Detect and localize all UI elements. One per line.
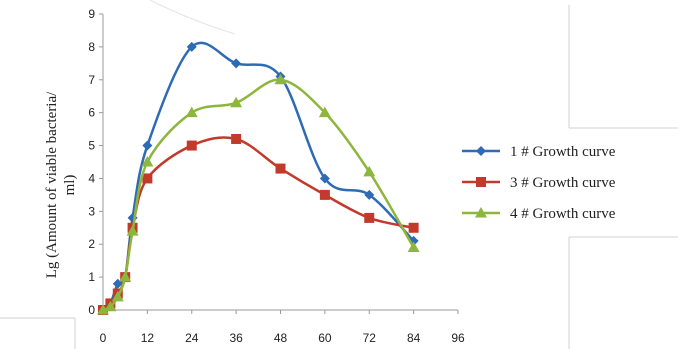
data-point: [230, 96, 243, 108]
data-point: [142, 140, 153, 151]
x-tick-label: 0: [100, 331, 107, 345]
legend-label: 4 # Growth curve: [510, 206, 616, 222]
data-point: [142, 173, 153, 184]
data-point: [141, 156, 154, 167]
y-axis-label-text: Lg (Amount of viable bacteria/ml): [44, 91, 78, 278]
y-axis-label-line: ml): [62, 175, 78, 196]
y-axis-label-line: Lg (Amount of viable bacteria/: [44, 91, 60, 278]
y-tick-label: 8: [88, 40, 95, 54]
data-point: [186, 41, 197, 52]
legend-item: 4 # Growth curve: [462, 206, 616, 222]
data-point: [364, 189, 375, 200]
data-point: [274, 73, 287, 85]
data-point: [231, 133, 242, 144]
decor-arc: [149, 0, 236, 35]
series-layer: [97, 41, 420, 315]
x-tick-label: 36: [229, 331, 243, 345]
x-tick-label: 72: [363, 331, 377, 345]
y-tick-label: 2: [88, 237, 95, 251]
y-tick-label: 9: [88, 7, 95, 21]
data-point: [119, 271, 132, 282]
y-tick-label: 7: [88, 73, 95, 87]
legend-item: 3 # Growth curve: [462, 175, 616, 191]
legend-label: 3 # Growth curve: [510, 175, 616, 191]
data-point: [275, 163, 286, 174]
data-point: [185, 106, 198, 118]
y-tick-label: 4: [88, 171, 95, 185]
legend-label: 1 # Growth curve: [510, 144, 616, 160]
legend-swatch-marker: [476, 146, 486, 156]
series-3: [97, 73, 420, 315]
data-point: [408, 222, 419, 233]
data-point: [231, 58, 242, 69]
y-tick-label: 6: [88, 106, 95, 120]
y-tick-label: 5: [88, 139, 95, 153]
y-tick-label: 3: [88, 204, 95, 218]
legend-swatch-marker: [476, 177, 486, 187]
background-decor: [149, 0, 236, 35]
data-point: [363, 165, 376, 177]
x-tick-label: 84: [407, 331, 421, 345]
data-point: [126, 225, 139, 236]
legend: 1 # Growth curve 3 # Growth curve 4 # Grow…: [462, 144, 616, 222]
data-point: [104, 300, 117, 312]
x-tick-label: 60: [318, 331, 332, 345]
legend-item: 1 # Growth curve: [462, 144, 616, 160]
y-tick-label: 1: [88, 270, 95, 284]
frame-lines: [0, 5, 678, 349]
data-point: [364, 212, 375, 223]
x-tick-label: 96: [451, 331, 465, 345]
legend-swatch-marker: [475, 207, 487, 218]
data-point: [111, 290, 124, 302]
data-point: [97, 304, 109, 315]
y-axis-label: Lg (Amount of viable bacteria/ml): [44, 91, 78, 278]
x-tick-label: 12: [141, 331, 155, 345]
x-tick-label: 24: [185, 331, 199, 345]
data-point: [318, 106, 331, 118]
data-point: [319, 173, 330, 184]
x-tick-label: 48: [274, 331, 288, 345]
data-point: [186, 140, 197, 151]
data-point: [407, 241, 420, 253]
y-tick-label: 0: [88, 303, 95, 317]
data-point: [319, 189, 330, 200]
